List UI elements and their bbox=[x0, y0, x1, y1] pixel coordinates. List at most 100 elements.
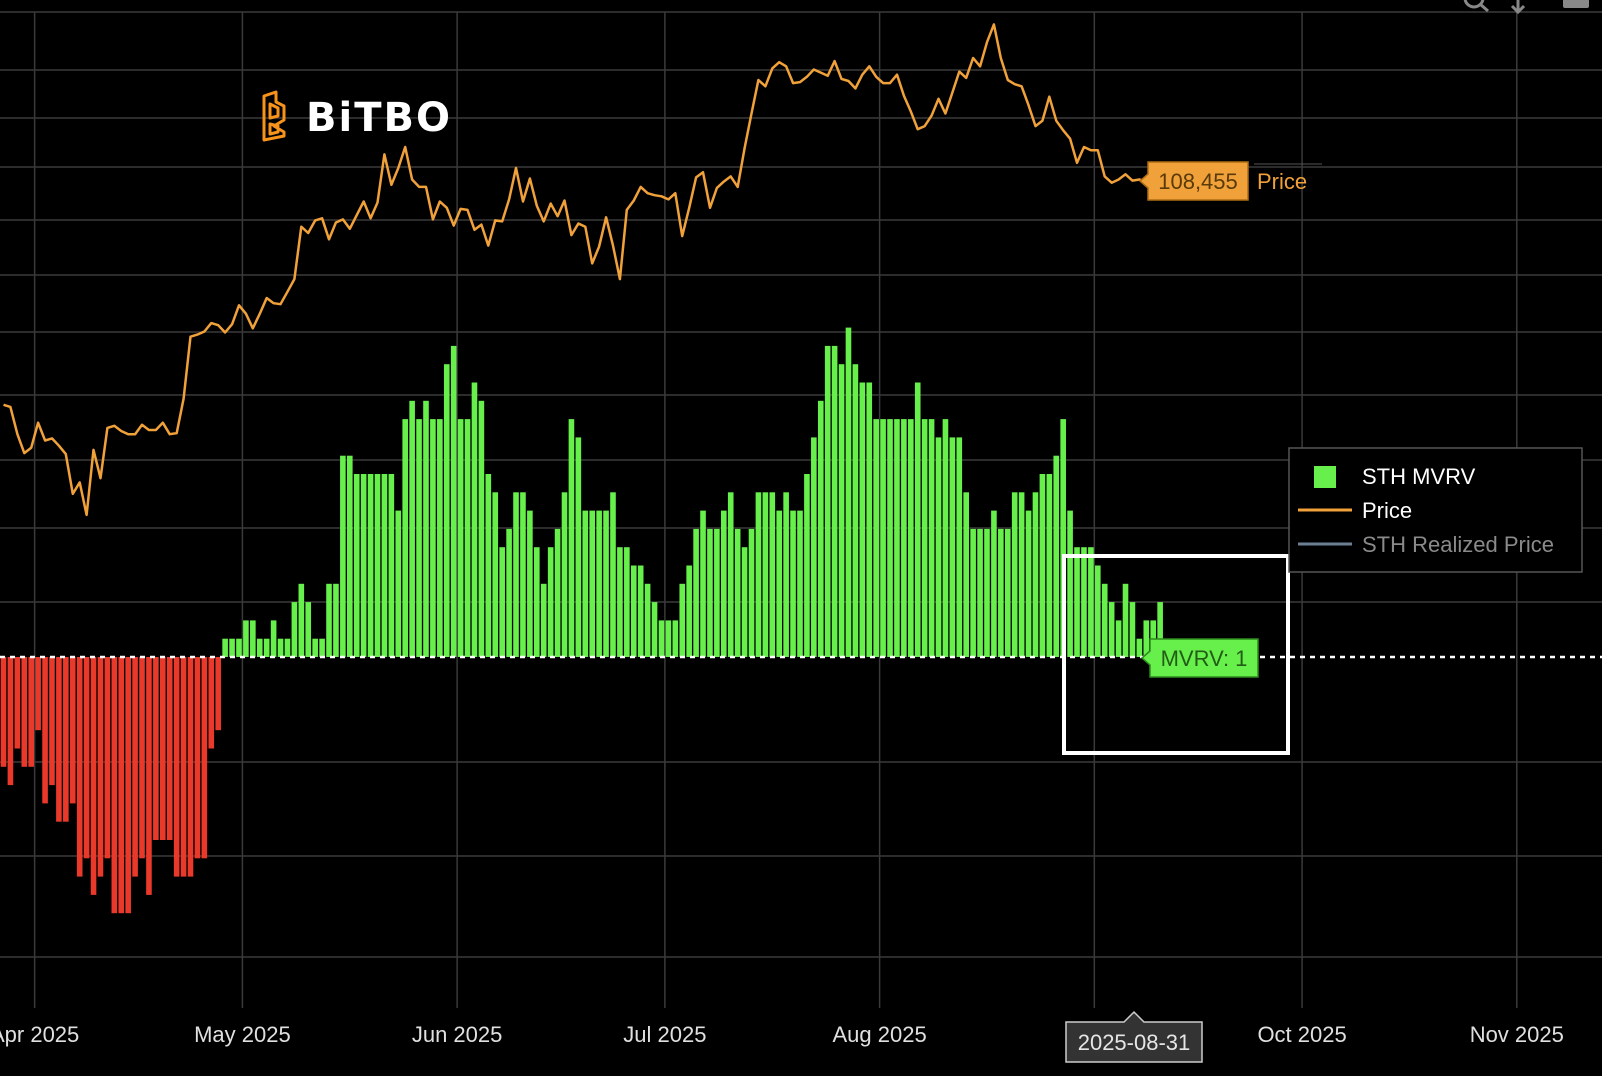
date-tooltip: 2025-08-31 bbox=[1065, 1010, 1203, 1063]
mvrv-bar bbox=[1039, 474, 1046, 657]
mvrv-bar bbox=[624, 547, 630, 657]
mvrv-bar bbox=[651, 602, 658, 657]
mvrv-bar bbox=[492, 492, 499, 657]
mvrv-bar bbox=[568, 419, 575, 657]
price-tooltip: 108,455 Price bbox=[1138, 161, 1322, 201]
mvrv-bar bbox=[457, 419, 464, 657]
mvrv-bar bbox=[707, 528, 713, 657]
mvrv-bar bbox=[146, 657, 152, 895]
mvrv-bar bbox=[118, 657, 125, 914]
x-axis-ticks: Apr 2025 May 2025 Jun 2025 Jul 2025 Aug 2025… bbox=[0, 1022, 1564, 1047]
mvrv-bar bbox=[783, 492, 789, 657]
mvrv-bar bbox=[160, 657, 166, 840]
mvrv-bar bbox=[402, 419, 409, 657]
mvrv-bar bbox=[658, 620, 665, 657]
mvrv-bar bbox=[56, 657, 62, 822]
mvrv-bar bbox=[284, 638, 291, 657]
mvrv-bar bbox=[894, 419, 900, 657]
legend-item-price[interactable]: Price bbox=[1298, 498, 1412, 523]
mvrv-bar bbox=[769, 492, 776, 657]
mvrv-bar bbox=[762, 492, 769, 657]
mvrv-bar bbox=[554, 528, 561, 657]
mvrv-bar bbox=[901, 419, 907, 657]
mvrv-bar bbox=[998, 528, 1004, 657]
mvrv-bar bbox=[1095, 565, 1101, 657]
mvrv-bar bbox=[83, 657, 90, 859]
mvrv-bar bbox=[319, 638, 325, 657]
price-tooltip-value: 108,455 bbox=[1158, 169, 1238, 194]
mvrv-bar bbox=[693, 528, 699, 657]
mvrv-bar bbox=[1004, 528, 1011, 657]
mvrv-bar bbox=[63, 657, 69, 822]
bitbo-logo-mark bbox=[262, 90, 286, 142]
bitbo-logo: BiTBO bbox=[262, 90, 450, 142]
mvrv-bar bbox=[672, 620, 679, 657]
mvrv-bar bbox=[464, 419, 471, 657]
mvrv-tooltip-label: MVRV: 1 bbox=[1161, 646, 1248, 671]
mvrv-bar bbox=[173, 657, 180, 877]
mvrv-bar bbox=[1032, 492, 1039, 657]
mvrv-bar bbox=[734, 528, 741, 657]
mvrv-bar bbox=[956, 437, 963, 657]
mvrv-bar bbox=[1129, 602, 1136, 657]
mvrv-bar bbox=[506, 528, 512, 657]
legend-item-sth-mvrv[interactable]: STH MVRV bbox=[1314, 464, 1476, 489]
mvrv-bar bbox=[513, 492, 519, 657]
x-tick-label: Apr 2025 bbox=[0, 1022, 79, 1047]
mvrv-bar bbox=[880, 419, 886, 657]
mvrv-bar bbox=[236, 638, 242, 657]
mvrv-bar bbox=[450, 345, 457, 657]
pan-icon[interactable] bbox=[1510, 0, 1526, 15]
mvrv-bar bbox=[1053, 455, 1060, 657]
mvrv-bar bbox=[1011, 492, 1018, 657]
mvrv-bar bbox=[90, 657, 97, 895]
mvrv-bar bbox=[582, 510, 589, 657]
mvrv-bar bbox=[132, 657, 138, 877]
mvrv-bar bbox=[859, 382, 866, 657]
mvrv-bar bbox=[97, 657, 104, 877]
mvrv-bar bbox=[35, 657, 41, 731]
mvrv-bar bbox=[430, 419, 436, 657]
mvrv-bar bbox=[28, 657, 34, 767]
mvrv-bar bbox=[838, 364, 845, 657]
chart-toolbar bbox=[1463, 0, 1589, 15]
mvrv-bar bbox=[721, 510, 727, 657]
mvrv-bar bbox=[499, 547, 505, 657]
mvrv-bar bbox=[1060, 419, 1066, 657]
legend-item-sth-realized-price[interactable]: STH Realized Price bbox=[1298, 532, 1554, 557]
mvrv-bar bbox=[69, 657, 76, 804]
mvrv-bar bbox=[139, 657, 145, 859]
mvrv-bar bbox=[617, 547, 623, 657]
mvrv-bar bbox=[1067, 510, 1073, 657]
mvrv-bar bbox=[416, 419, 422, 657]
menu-icon[interactable] bbox=[1563, 0, 1589, 8]
mvrv-bar bbox=[187, 657, 194, 877]
mvrv-bar bbox=[817, 400, 824, 657]
mvrv-bar bbox=[485, 474, 492, 657]
mvrv-bar bbox=[367, 474, 374, 657]
mvrv-bar bbox=[596, 510, 602, 657]
mvrv-bar bbox=[1074, 547, 1080, 657]
legend: STH MVRV Price STH Realized Price bbox=[1288, 447, 1583, 573]
mvrv-bar bbox=[194, 657, 201, 859]
mvrv-bar bbox=[540, 583, 547, 657]
mvrv-bar bbox=[637, 565, 644, 657]
zoom-icon[interactable] bbox=[1463, 0, 1489, 13]
mvrv-bar bbox=[42, 657, 48, 804]
mvrv-bar bbox=[0, 657, 7, 767]
highlight-box bbox=[1062, 554, 1290, 755]
mvrv-bar bbox=[277, 638, 284, 657]
price-tooltip-label: Price bbox=[1257, 169, 1307, 194]
mvrv-bar bbox=[686, 565, 692, 657]
sth-mvrv-bars bbox=[0, 327, 1163, 914]
mvrv-bar bbox=[270, 620, 277, 657]
mvrv-bar bbox=[437, 419, 443, 657]
mvrv-bar bbox=[776, 510, 783, 657]
mvrv-bar bbox=[374, 474, 381, 657]
mvrv-bar bbox=[1101, 583, 1108, 657]
date-tooltip-box bbox=[1065, 1010, 1203, 1063]
mvrv-bar bbox=[298, 583, 305, 657]
mvrv-bar bbox=[256, 638, 263, 657]
mvrv-bar bbox=[665, 620, 672, 657]
mvrv-bar bbox=[804, 474, 810, 657]
